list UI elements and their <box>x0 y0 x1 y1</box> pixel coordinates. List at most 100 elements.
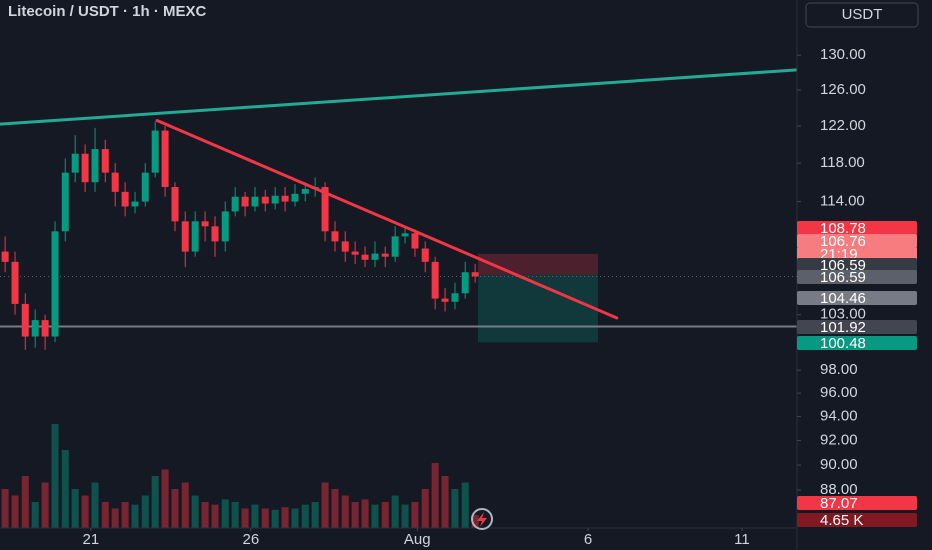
volume-bar <box>151 476 159 528</box>
candle-body <box>41 320 49 337</box>
candle-body <box>241 196 249 207</box>
candle-body <box>461 272 469 294</box>
volume-bar <box>331 489 339 528</box>
candle-body <box>151 130 159 173</box>
price-label: 4.65 K <box>820 512 863 529</box>
volume-bar <box>421 489 429 528</box>
position-stop-zone <box>478 253 598 275</box>
candle-body <box>111 172 119 192</box>
volume-bar <box>291 508 299 528</box>
candle-body <box>101 149 109 173</box>
candle-body <box>191 221 199 252</box>
candle-body <box>201 221 209 227</box>
candle-body <box>371 253 379 260</box>
volume-bar <box>141 495 149 528</box>
candle-body <box>271 195 279 204</box>
candle-body <box>121 191 129 207</box>
price-label: 104.46 <box>820 290 866 307</box>
candle-body <box>181 221 189 252</box>
y-tick-label: 98.00 <box>820 361 858 378</box>
volume-bar <box>81 495 89 528</box>
axes: 130.00 126.00 122.00 118.00 114.00 103.00 98.0… <box>83 46 917 548</box>
candle-body <box>251 196 259 207</box>
candle-body <box>431 261 439 299</box>
y-tick-label: 122.00 <box>820 117 866 134</box>
y-tick-label: 94.00 <box>820 408 858 425</box>
volume-bar <box>351 502 359 528</box>
candle-body <box>381 253 389 257</box>
y-tick-label: 88.00 <box>820 481 858 498</box>
y-tick-label: 103.00 <box>820 306 866 323</box>
candle-body <box>161 130 169 188</box>
candle-body <box>171 187 179 222</box>
candle-body <box>291 193 299 202</box>
position-target-zone <box>478 274 598 343</box>
candle-body <box>31 320 39 337</box>
candle-body <box>391 236 399 257</box>
candle-body <box>331 231 339 242</box>
price-label: 101.92 <box>820 319 866 336</box>
candle-body <box>471 272 479 277</box>
price-label-box <box>797 234 917 248</box>
volume-bar <box>191 495 199 528</box>
candle-body <box>351 251 359 255</box>
volume-bar <box>131 504 139 528</box>
price-label: 106.59 <box>820 257 866 274</box>
volume-bar <box>241 508 249 528</box>
candle-body <box>421 248 429 262</box>
candle-body <box>61 172 69 232</box>
price-label-box <box>797 336 917 350</box>
candle-body <box>91 149 99 183</box>
volume-bar <box>401 504 409 528</box>
y-tick-label: 130.00 <box>820 46 866 63</box>
volume-bar <box>281 507 289 528</box>
volume-bar <box>181 482 189 528</box>
candle-body <box>221 211 229 242</box>
x-tick-label: 6 <box>584 531 592 548</box>
price-label: 87.07 <box>820 495 858 512</box>
volume-bar <box>461 482 469 528</box>
candle-body <box>21 303 29 337</box>
x-tick-label: Aug <box>404 531 431 548</box>
volume-bar <box>311 502 319 528</box>
volume-bar <box>11 495 19 528</box>
candle-body <box>401 233 409 237</box>
trendline <box>155 119 619 320</box>
currency[interactable]: USDT <box>842 6 883 23</box>
volume-bar <box>201 502 209 528</box>
volume-bar <box>361 499 369 528</box>
volume-bar <box>391 495 399 528</box>
volume-bar <box>61 450 69 528</box>
price-label: 106.59 <box>820 269 866 286</box>
volume-bar <box>431 463 439 528</box>
price-label-box <box>797 221 917 235</box>
volume-bar <box>161 469 169 528</box>
volume-bar <box>301 504 309 528</box>
lightning-icon[interactable] <box>471 508 493 530</box>
volume-bar <box>91 482 99 528</box>
volume-bar <box>121 502 129 528</box>
plot-area <box>0 68 797 528</box>
candle-body <box>341 241 349 252</box>
price-label: 100.48 <box>820 335 866 352</box>
volume-bar <box>321 482 329 528</box>
candle-body <box>81 153 89 183</box>
volume-bar <box>231 502 239 528</box>
volume-bar <box>271 509 279 528</box>
volume-bar <box>101 502 109 528</box>
y-tick-label: 92.00 <box>820 432 858 449</box>
candle-body <box>451 293 459 302</box>
volume-bar <box>381 502 389 528</box>
chart-title: Litecoin / USDT · 1h · MEXC <box>8 3 207 20</box>
volume-bar <box>441 476 449 528</box>
volume-bar <box>371 504 379 528</box>
volume-bar <box>31 502 39 528</box>
volume-bar <box>21 476 29 528</box>
volume-bar <box>1 489 9 528</box>
candle-body <box>301 188 309 194</box>
volume-bar <box>261 508 269 528</box>
y-tick-label: 96.00 <box>820 384 858 401</box>
currency-button[interactable] <box>805 2 919 28</box>
price-label-box <box>797 320 917 334</box>
